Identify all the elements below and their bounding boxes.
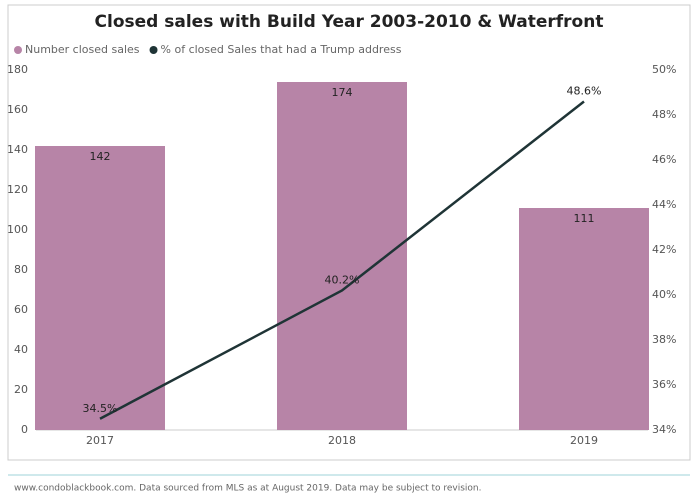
y2-tick-label: 44% bbox=[652, 198, 676, 211]
y-tick-label: 160 bbox=[7, 103, 28, 116]
chart-title: Closed sales with Build Year 2003-2010 &… bbox=[95, 12, 604, 32]
y2-tick-label: 36% bbox=[652, 378, 676, 391]
line-value-label: 48.6% bbox=[567, 85, 602, 98]
y-tick-label: 60 bbox=[14, 303, 28, 316]
line bbox=[99, 100, 585, 420]
chart-frame bbox=[7, 4, 691, 461]
y-tick-label: 140 bbox=[7, 143, 28, 156]
y2-tick-label: 40% bbox=[652, 288, 676, 301]
x-tick-label: 2019 bbox=[570, 434, 598, 447]
bar-value-label: 174 bbox=[332, 86, 353, 99]
bar-value-label: 111 bbox=[574, 212, 595, 225]
bar-value-label: 142 bbox=[90, 150, 111, 163]
bar bbox=[35, 146, 165, 430]
line-value-label: 34.5% bbox=[83, 402, 118, 415]
y2-tick-label: 38% bbox=[652, 333, 676, 346]
legend-marker bbox=[149, 46, 158, 54]
y-tick-label: 100 bbox=[7, 223, 28, 236]
y-tick-label: 20 bbox=[14, 383, 28, 396]
legend-label: Number closed sales bbox=[25, 43, 140, 56]
y-tick-label: 0 bbox=[21, 423, 28, 436]
y-tick-label: 40 bbox=[14, 343, 28, 356]
line-value-label: 40.2% bbox=[325, 274, 360, 287]
y-tick-label: 80 bbox=[14, 263, 28, 276]
legend-label: % of closed Sales that had a Trump addre… bbox=[161, 43, 402, 56]
x-tick-label: 2018 bbox=[328, 434, 356, 447]
x-tick-label: 2017 bbox=[86, 434, 114, 447]
y2-tick-label: 34% bbox=[652, 423, 676, 436]
y2-tick-label: 48% bbox=[652, 108, 676, 121]
y-tick-label: 180 bbox=[7, 63, 28, 76]
bar bbox=[519, 208, 649, 430]
source-note: www.condoblackbook.com. Data sourced fro… bbox=[14, 484, 481, 494]
legend-marker bbox=[14, 46, 22, 54]
y-tick-label: 120 bbox=[7, 183, 28, 196]
y2-tick-label: 42% bbox=[652, 243, 676, 256]
y2-tick-label: 50% bbox=[652, 63, 676, 76]
y2-tick-label: 46% bbox=[652, 153, 676, 166]
